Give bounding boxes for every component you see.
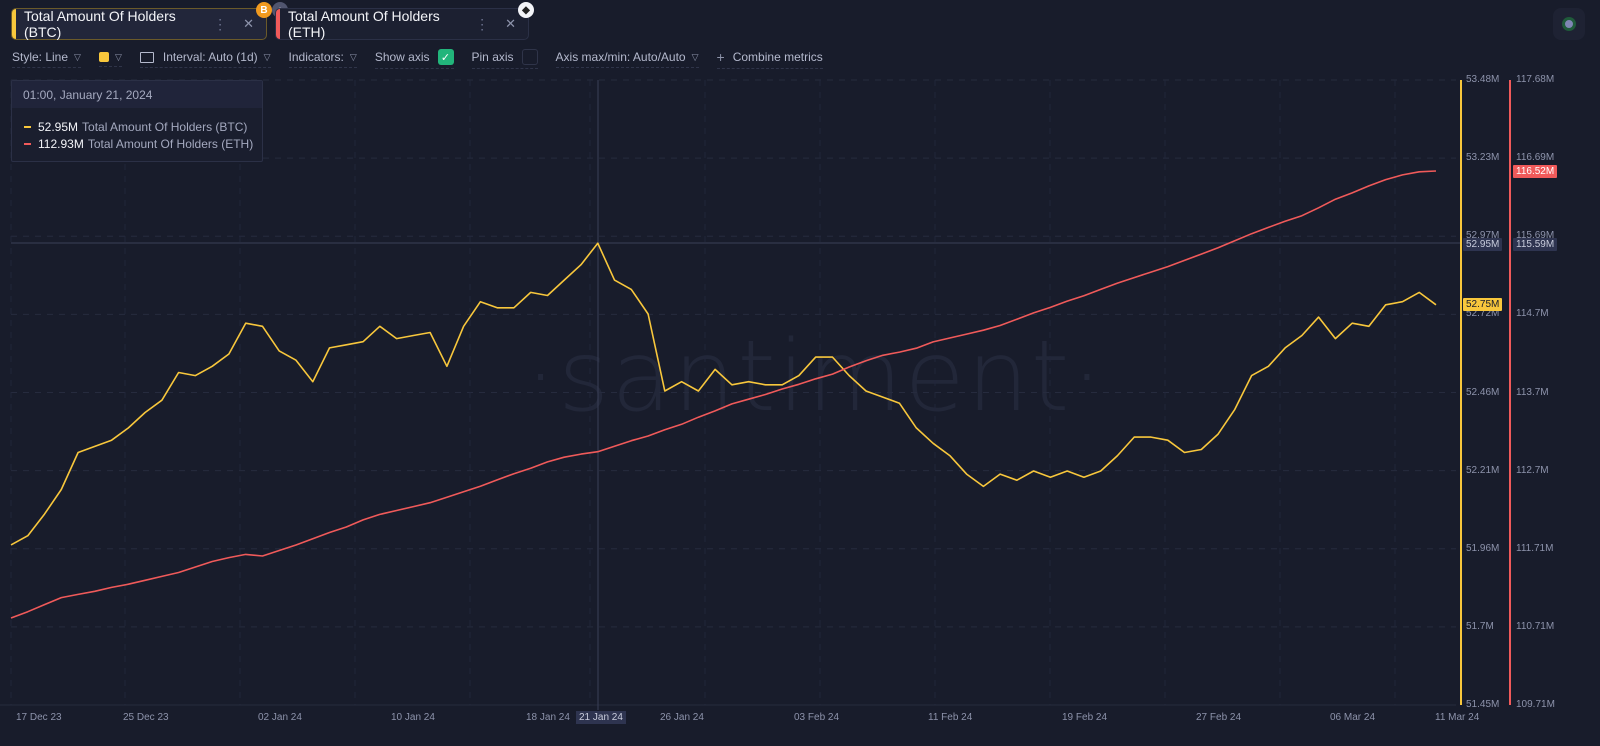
ethereum-icon: ◆ xyxy=(518,2,534,18)
btc-crosshair-value-tag: 52.95M xyxy=(1463,238,1503,251)
eth-last-value-tag: 116.52M xyxy=(1513,165,1558,178)
show-axis-toggle[interactable]: Show axis ✓ xyxy=(374,49,454,69)
bitcoin-icon: B xyxy=(256,2,272,18)
tooltip-row-btc: 52.95M Total Amount Of Holders (BTC) xyxy=(24,118,262,135)
x-tick-label: 11 Mar 24 xyxy=(1435,712,1480,723)
tooltip-metric-name: Total Amount Of Holders (BTC) xyxy=(82,119,248,134)
interval-dropdown[interactable]: Interval: Auto (1d) ▽ xyxy=(139,50,271,68)
x-tick-label: 18 Jan 24 xyxy=(526,712,570,723)
tooltip-row-eth: 112.93M Total Amount Of Holders (ETH) xyxy=(24,135,262,152)
y-tick-label: 51.45M xyxy=(1466,699,1500,710)
y-tick-label: 112.7M xyxy=(1516,464,1549,476)
indicators-label: Indicators: xyxy=(288,50,344,64)
show-axis-label: Show axis xyxy=(374,50,430,64)
x-tick-label: 02 Jan 24 xyxy=(258,712,302,723)
y-tick-label: 53.23M xyxy=(1466,152,1500,164)
chart-toolbar: Style: Line ▽ ▽ Interval: Auto (1d) ▽ In… xyxy=(12,49,841,69)
x-tick-label: 17 Dec 23 xyxy=(16,712,62,723)
eth-crosshair-value-tag: 115.59M xyxy=(1513,238,1558,251)
interval-icon xyxy=(139,51,154,63)
status-dot-icon xyxy=(1562,17,1576,31)
x-tick-label: 10 Jan 24 xyxy=(391,712,435,723)
y-tick-label: 113.7M xyxy=(1516,386,1549,398)
y-tick-label: 51.7M xyxy=(1466,620,1494,632)
santiment-watermark: ·santiment· xyxy=(525,320,1105,434)
close-icon[interactable]: ✕ xyxy=(243,16,254,31)
x-tick-label: 11 Feb 24 xyxy=(928,712,973,723)
plus-icon: + xyxy=(716,49,725,65)
chevron-down-icon: ▽ xyxy=(691,51,699,62)
metric-tabs: Total Amount Of Holders (BTC) ⋮ ✕ B 🔒︎ T… xyxy=(11,2,534,40)
y-tick-label: 52.21M xyxy=(1466,464,1500,476)
pin-axis-checkbox[interactable] xyxy=(521,49,538,65)
close-icon[interactable]: ✕ xyxy=(505,16,516,31)
combine-metrics-button[interactable]: + Combine metrics xyxy=(716,49,823,69)
y-tick-label: 115.69M xyxy=(1516,230,1555,242)
y-tick-label: 52.72M xyxy=(1466,308,1500,320)
x-tick-label: 03 Feb 24 xyxy=(794,712,840,723)
y-tick-label: 114.7M xyxy=(1516,308,1549,320)
y-tick-label: 110.71M xyxy=(1516,620,1555,632)
x-tick-label: 26 Jan 24 xyxy=(660,712,704,723)
eth-legend-marker xyxy=(24,142,31,145)
x-tick-label: 21 Jan 24 xyxy=(576,711,626,724)
tab-label: Total Amount Of Holders (BTC) xyxy=(24,8,176,40)
tooltip-metric-name: Total Amount Of Holders (ETH) xyxy=(87,136,254,151)
tab-eth-holders[interactable]: Total Amount Of Holders (ETH) ⋮ ✕ ◆ xyxy=(275,2,534,40)
y-tick-label: 53.48M xyxy=(1466,74,1500,85)
tab-btc-holders[interactable]: Total Amount Of Holders (BTC) ⋮ ✕ B 🔒︎ xyxy=(11,2,288,40)
crosshair-tooltip: 01:00, January 21, 2024 52.95M Total Amo… xyxy=(11,80,263,162)
indicators-dropdown[interactable]: Indicators: ▽ xyxy=(288,50,357,68)
combine-metrics-label: Combine metrics xyxy=(732,50,823,64)
tooltip-date: 01:00, January 21, 2024 xyxy=(12,81,262,108)
btc-color-bar xyxy=(12,9,16,39)
tooltip-value: 52.95M xyxy=(38,119,79,134)
y-tick-label: 111.71M xyxy=(1516,542,1554,554)
x-tick-label: 27 Feb 24 xyxy=(1196,712,1242,723)
x-tick-label: 06 Mar 24 xyxy=(1330,712,1376,723)
chevron-down-icon: ▽ xyxy=(74,51,81,62)
eth-color-bar xyxy=(276,9,280,39)
btc-last-value-tag: 52.75M xyxy=(1463,298,1503,311)
y-tick-label: 116.69M xyxy=(1516,152,1555,164)
more-options-icon[interactable]: ⋮ xyxy=(475,15,490,32)
chevron-down-icon: ▽ xyxy=(263,51,271,62)
tooltip-value: 112.93M xyxy=(38,136,84,151)
chevron-down-icon: ▽ xyxy=(349,51,357,62)
style-label: Style: Line xyxy=(12,50,69,64)
x-tick-label: 25 Dec 23 xyxy=(123,712,169,723)
y-tick-label: 117.68M xyxy=(1516,74,1555,85)
chevron-down-icon: ▽ xyxy=(114,51,122,62)
more-options-icon[interactable]: ⋮ xyxy=(213,15,228,32)
y-tick-label: 52.97M xyxy=(1466,230,1500,242)
x-tick-label: 19 Feb 24 xyxy=(1062,712,1108,723)
pin-axis-toggle[interactable]: Pin axis xyxy=(471,49,538,69)
y-tick-label: 109.71M xyxy=(1516,699,1555,710)
style-dropdown[interactable]: Style: Line ▽ xyxy=(12,50,81,68)
y-tick-label: 51.96M xyxy=(1466,542,1500,554)
interval-label: Interval: Auto (1d) xyxy=(162,50,258,64)
axis-minmax-label: Axis max/min: Auto/Auto xyxy=(555,50,686,64)
btc-legend-marker xyxy=(24,125,31,128)
show-axis-checkbox[interactable]: ✓ xyxy=(437,49,454,65)
axis-minmax-dropdown[interactable]: Axis max/min: Auto/Auto ▽ xyxy=(555,50,699,68)
tab-label: Total Amount Of Holders (ETH) xyxy=(288,8,440,40)
color-picker[interactable]: ▽ xyxy=(98,51,122,67)
y-tick-label: 52.46M xyxy=(1466,386,1500,398)
status-toggle-button[interactable] xyxy=(1553,8,1585,40)
color-swatch xyxy=(98,52,109,62)
pin-axis-label: Pin axis xyxy=(471,50,514,64)
